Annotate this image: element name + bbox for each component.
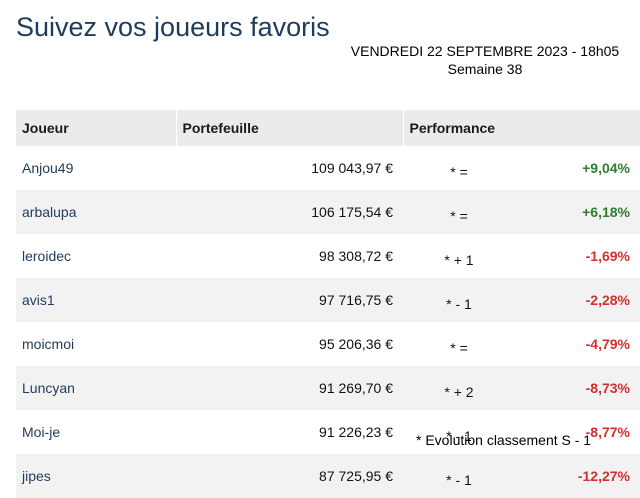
table-row[interactable]: jipes 87 725,95 € * - 1 -12,27% — [16, 454, 640, 498]
players-table: Joueur Portefeuille Performance Anjou49 1… — [16, 110, 640, 498]
table-header-row: Joueur Portefeuille Performance — [16, 110, 640, 146]
player-name[interactable]: Luncyan — [16, 366, 176, 410]
rank-change: * - 1 — [403, 278, 515, 322]
table-row[interactable]: avis1 97 716,75 € * - 1 -2,28% — [16, 278, 640, 322]
date-block: VENDREDI 22 SEPTEMBRE 2023 - 18h05 Semai… — [340, 42, 630, 78]
portfolio-value: 97 716,75 € — [176, 278, 403, 322]
performance-value: -4,79% — [515, 322, 640, 366]
rank-change: * + 2 — [403, 366, 515, 410]
player-name[interactable]: Moi-je — [16, 410, 176, 454]
portfolio-value: 91 226,23 € — [176, 410, 403, 454]
week-line: Semaine 38 — [447, 61, 523, 77]
rank-change: * + 1 — [403, 234, 515, 278]
performance-value: -8,73% — [515, 366, 640, 410]
performance-value: -12,27% — [515, 454, 640, 498]
rank-change: * - 1 — [403, 454, 515, 498]
player-name[interactable]: arbalupa — [16, 190, 176, 234]
portfolio-value: 106 175,54 € — [176, 190, 403, 234]
rank-change: * - 1 — [403, 410, 515, 454]
portfolio-value: 95 206,36 € — [176, 322, 403, 366]
header-performance[interactable]: Performance — [403, 110, 640, 146]
header-portefeuille[interactable]: Portefeuille — [176, 110, 404, 146]
table-row[interactable]: Anjou49 109 043,97 € * = +9,04% — [16, 146, 640, 190]
performance-value: -1,69% — [515, 234, 640, 278]
header-joueur[interactable]: Joueur — [16, 110, 177, 146]
performance-value: +6,18% — [515, 190, 640, 234]
player-name[interactable]: avis1 — [16, 278, 176, 322]
page-title: Suivez vos joueurs favoris — [16, 12, 330, 42]
rank-change: * = — [403, 190, 515, 234]
footnote: * Evolution classement S - 1 — [416, 432, 592, 448]
portfolio-value: 98 308,72 € — [176, 234, 403, 278]
player-name[interactable]: moicmoi — [16, 322, 176, 366]
performance-value: -2,28% — [515, 278, 640, 322]
player-name[interactable]: jipes — [16, 454, 176, 498]
date-line: VENDREDI 22 SEPTEMBRE 2023 - 18h05 — [350, 43, 620, 59]
performance-value: -8,77% — [515, 410, 640, 454]
player-name[interactable]: leroidec — [16, 234, 176, 278]
table-row[interactable]: Moi-je 91 226,23 € * - 1 -8,77% — [16, 410, 640, 454]
player-name[interactable]: Anjou49 — [16, 146, 176, 190]
table-row[interactable]: moicmoi 95 206,36 € * = -4,79% — [16, 322, 640, 366]
rank-change: * = — [403, 322, 515, 366]
table-row[interactable]: leroidec 98 308,72 € * + 1 -1,69% — [16, 234, 640, 278]
table-row[interactable]: arbalupa 106 175,54 € * = +6,18% — [16, 190, 640, 234]
portfolio-value: 109 043,97 € — [176, 146, 403, 190]
rank-change: * = — [403, 146, 515, 190]
portfolio-value: 91 269,70 € — [176, 366, 403, 410]
performance-value: +9,04% — [515, 146, 640, 190]
portfolio-value: 87 725,95 € — [176, 454, 403, 498]
table-row[interactable]: Luncyan 91 269,70 € * + 2 -8,73% — [16, 366, 640, 410]
